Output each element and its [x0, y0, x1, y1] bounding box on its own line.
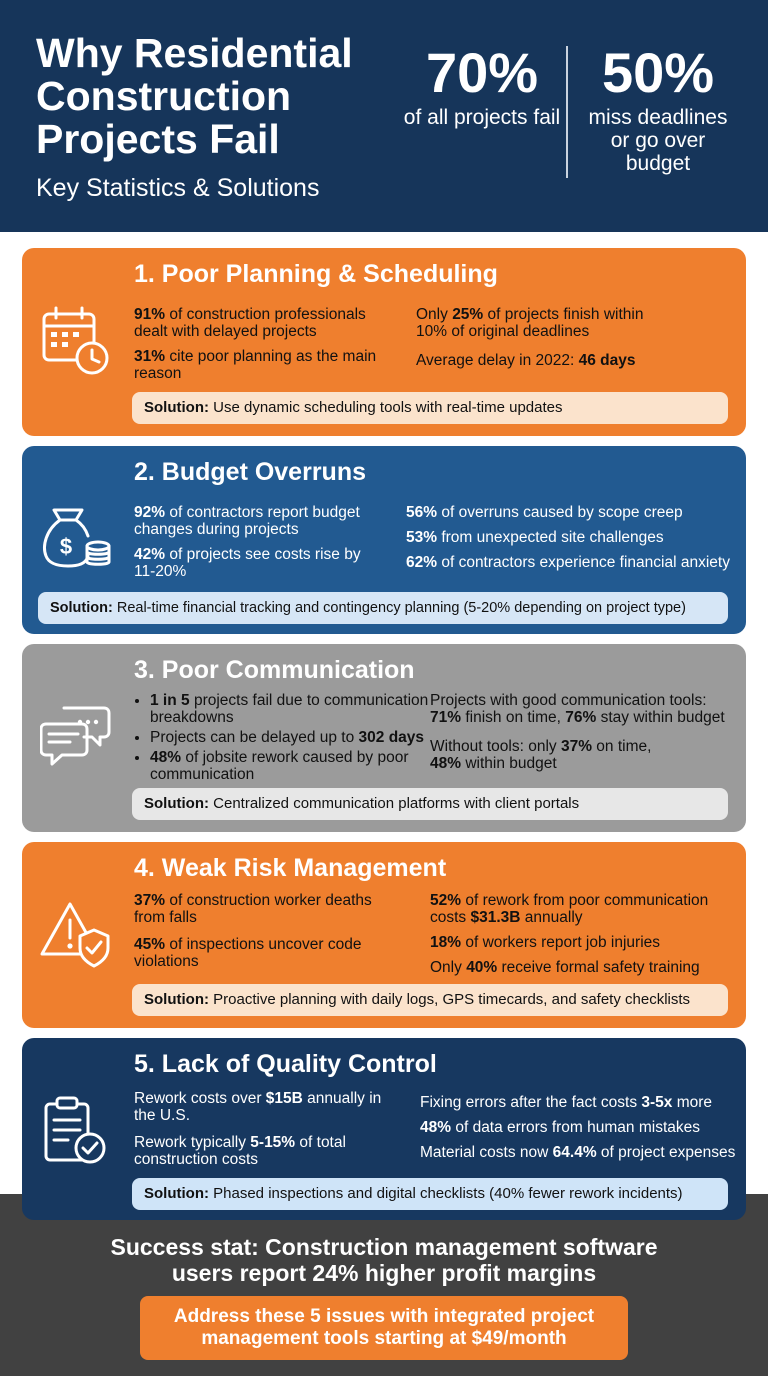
- section-quality-control: 5. Lack of Quality Control Rework costs …: [22, 1038, 746, 1220]
- stat-label: of all projects fail: [403, 106, 561, 129]
- stats-right: 52% of rework from poor communication co…: [430, 892, 730, 984]
- stats-left: 91% of construction professionals dealt …: [134, 306, 384, 390]
- stats-left: 37% of construction worker deaths from f…: [134, 892, 384, 978]
- section-title: 3. Poor Communication: [134, 656, 415, 684]
- stat-line: Average delay in 2022: 46 days: [416, 352, 636, 369]
- footer-banner: Success stat: Construction management so…: [0, 1194, 768, 1376]
- header-banner: Why Residential Construction Projects Fa…: [0, 0, 768, 232]
- section-poor-planning: 1. Poor Planning & Scheduling 91% of con…: [22, 248, 746, 436]
- stat-projects-fail: 70% of all projects fail: [402, 40, 562, 129]
- stat-line: 42% of projects see costs rise by 11-20%: [134, 546, 361, 580]
- stat-line: 91% of construction professionals dealt …: [134, 306, 366, 340]
- page-subtitle: Key Statistics & Solutions: [36, 174, 320, 202]
- solution-box: Solution: Use dynamic scheduling tools w…: [132, 392, 728, 424]
- cta-banner: Address these 5 issues with integrated p…: [140, 1296, 628, 1360]
- solution-box: Solution: Phased inspections and digital…: [132, 1178, 728, 1210]
- section-poor-communication: 3. Poor Communication 1 in 5 projects fa…: [22, 644, 746, 832]
- stats-right: Only 25% of projects finish within 10% o…: [416, 306, 666, 377]
- bullet-list: 1 in 5 projects fail due to communicatio…: [134, 692, 434, 783]
- stat-label: miss deadlines or go over budget: [588, 106, 728, 175]
- stat-line: 18% of workers report job injuries: [430, 934, 661, 951]
- stat-line: 52% of rework from poor communication co…: [430, 892, 709, 926]
- stat-line: Material costs now 64.4% of project expe…: [420, 1144, 736, 1161]
- section-weak-risk-management: 4. Weak Risk Management 37% of construct…: [22, 842, 746, 1028]
- stats-left: Rework costs over $15B annually in the U…: [134, 1090, 384, 1176]
- solution-box: Solution: Centralized communication plat…: [132, 788, 728, 820]
- page-title: Why Residential Construction Projects Fa…: [36, 30, 353, 162]
- stats-left: 1 in 5 projects fail due to communicatio…: [134, 692, 434, 786]
- section-title: 5. Lack of Quality Control: [134, 1050, 437, 1078]
- stat-line: 48% of data errors from human mistakes: [420, 1119, 700, 1136]
- stat-line: 62% of contractors experience financial …: [406, 554, 730, 571]
- stat-line: Projects with good communication tools: 7…: [430, 692, 725, 726]
- stat-line: 92% of contractors report budget changes…: [134, 504, 360, 538]
- section-title: 1. Poor Planning & Scheduling: [134, 260, 498, 288]
- chat-bubbles-icon: [40, 706, 111, 766]
- stat-divider: [566, 46, 568, 178]
- stat-line: 31% cite poor planning as the main reaso…: [134, 348, 377, 382]
- stat-miss-deadlines: 50% miss deadlines or go over budget: [578, 40, 738, 175]
- solution-box: Solution: Real-time financial tracking a…: [38, 592, 728, 624]
- stat-line: Only 25% of projects finish within 10% o…: [416, 306, 644, 340]
- stats-left: 92% of contractors report budget changes…: [134, 504, 384, 588]
- svg-text:$: $: [60, 534, 72, 559]
- calendar-clock-icon: [42, 306, 109, 375]
- stat-line: Only 40% receive formal safety training: [430, 959, 700, 976]
- section-title: 2. Budget Overruns: [134, 458, 366, 486]
- stat-value: 50%: [601, 41, 715, 104]
- section-budget-overruns: 2. Budget Overruns $ 92% of contractors …: [22, 446, 746, 634]
- list-item: 1 in 5 projects fail due to communicatio…: [150, 692, 434, 726]
- success-stat: Success stat: Construction management so…: [110, 1234, 658, 1286]
- stats-right: 56% of overruns caused by scope creep 53…: [406, 504, 740, 579]
- solution-box: Solution: Proactive planning with daily …: [132, 984, 728, 1016]
- stat-line: Rework costs over $15B annually in the U…: [134, 1090, 382, 1124]
- stat-line: 53% from unexpected site challenges: [406, 529, 664, 546]
- stat-line: 45% of inspections uncover code violatio…: [134, 936, 362, 970]
- stat-value: 70%: [425, 41, 539, 104]
- clipboard-check-icon: [44, 1096, 106, 1164]
- stat-line: Fixing errors after the fact costs 3-5x …: [420, 1094, 713, 1111]
- stat-line: Without tools: only 37% on time, 48% with…: [430, 738, 652, 772]
- stats-right: Fixing errors after the fact costs 3-5x …: [420, 1094, 742, 1169]
- money-bag-icon: $: [43, 508, 111, 568]
- stat-line: 37% of construction worker deaths from f…: [134, 892, 372, 926]
- stat-line: 56% of overruns caused by scope creep: [406, 504, 683, 521]
- list-item: Projects can be delayed up to 302 days: [150, 729, 434, 746]
- stats-right: Projects with good communication tools: 7…: [430, 692, 740, 780]
- list-item: 48% of jobsite rework caused by poor com…: [150, 749, 434, 783]
- section-title: 4. Weak Risk Management: [134, 854, 447, 882]
- stat-line: Rework typically 5-15% of total construc…: [134, 1134, 346, 1168]
- warning-shield-icon: [40, 902, 110, 968]
